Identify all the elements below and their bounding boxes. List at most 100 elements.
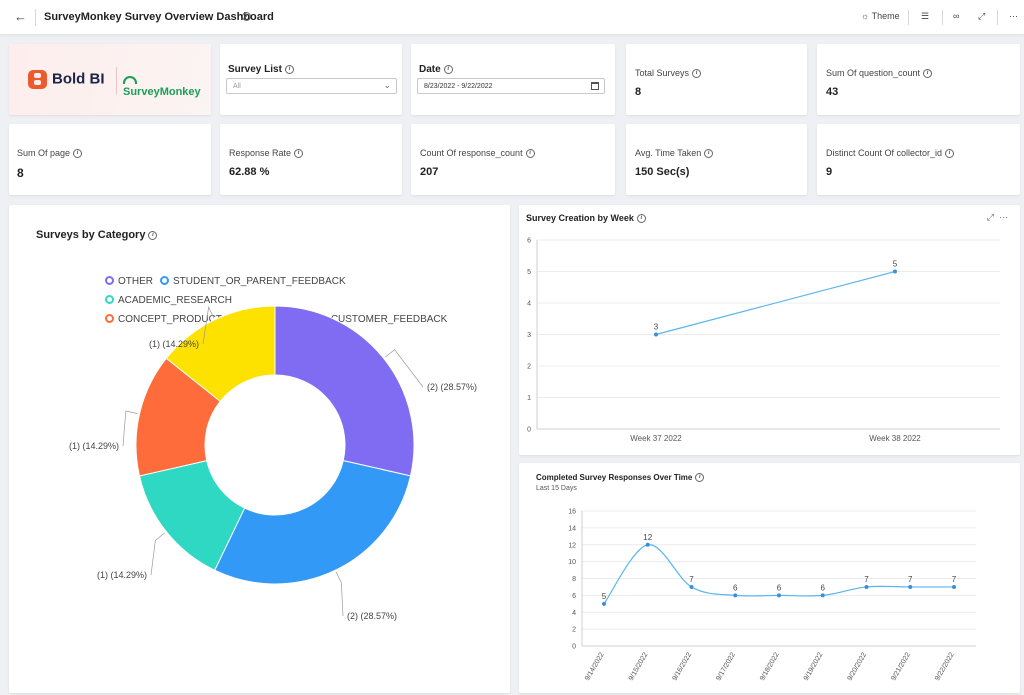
kpi-label-text: Count Of response_count	[420, 148, 523, 158]
data-label: 5	[602, 592, 607, 601]
surveymonkey-logo: SurveyMonkey	[123, 74, 211, 98]
y-tick-label: 4	[527, 301, 531, 308]
y-tick-label: 10	[568, 559, 576, 566]
top-bar: ← SurveyMonkey Survey Overview Dashboard…	[0, 0, 1024, 35]
filter-settings-icon[interactable]: ☰	[921, 11, 930, 21]
legend-item[interactable]: OTHER	[105, 272, 153, 291]
y-tick-label: 3	[527, 332, 531, 339]
chart-title: Completed Survey Responses Over Time i	[536, 473, 705, 483]
x-tick-label: 9/15/2022	[628, 651, 650, 682]
divider	[997, 10, 998, 25]
data-label: 12	[643, 533, 652, 542]
chevron-down-icon: ⌄	[383, 80, 391, 90]
date-range-picker[interactable]: 8/23/2022 - 9/22/2022	[417, 78, 605, 94]
survey-list-filter-label: Survey List i	[228, 64, 294, 75]
data-point	[733, 593, 738, 598]
kpi-sum-page: Sum Of page i 8	[9, 124, 211, 195]
x-tick-label: 9/22/2022	[934, 651, 956, 682]
y-tick-label: 0	[527, 427, 531, 434]
info-icon[interactable]: i	[945, 149, 955, 159]
more-options-icon[interactable]: ⋯	[1009, 11, 1018, 21]
chart-title: Survey Creation by Week i	[526, 213, 646, 224]
chart-title-text: Survey Creation by Week	[526, 213, 634, 223]
kpi-label: Total Surveys i	[635, 68, 702, 79]
legend-marker	[105, 276, 114, 285]
expand-icon[interactable]: ⤢	[986, 212, 994, 222]
info-icon[interactable]: i	[284, 64, 294, 74]
legend-marker	[160, 276, 169, 285]
date-range-value: 8/23/2022 - 9/22/2022	[424, 83, 493, 90]
info-icon[interactable]: i	[704, 149, 714, 159]
divider	[35, 9, 36, 26]
leader-line	[122, 410, 138, 447]
pie-slice	[214, 459, 412, 585]
kpi-label: Sum Of question_count i	[826, 68, 933, 79]
y-tick-label: 6	[527, 238, 531, 245]
y-tick-label: 14	[568, 525, 576, 532]
kpi-total-surveys: Total Surveys i 8	[626, 44, 807, 115]
data-label: (1) (14.29%)	[149, 339, 199, 349]
chart-title-text: Completed Survey Responses Over Time	[536, 473, 693, 482]
kpi-response-rate: Response Rate i 62.88 %	[220, 124, 402, 195]
legend-item[interactable]: ACADEMIC_RESEARCH	[105, 291, 232, 310]
x-tick-label: Week 38 2022	[869, 434, 921, 443]
info-icon[interactable]: i	[443, 64, 453, 74]
calendar-icon[interactable]	[591, 82, 599, 90]
info-icon[interactable]: i	[692, 69, 702, 79]
x-tick-label: 9/20/2022	[847, 651, 869, 682]
x-tick-label: 9/16/2022	[672, 651, 694, 682]
pie-slice	[165, 305, 276, 403]
survey-list-selected-value: All	[233, 83, 241, 90]
kpi-label-text: Sum Of page	[17, 148, 71, 158]
view-icon[interactable]: ∞	[953, 11, 960, 21]
kpi-value: 8	[635, 86, 642, 98]
data-label: (2) (28.57%)	[347, 611, 397, 621]
x-tick-label: 9/21/2022	[890, 651, 912, 682]
info-icon[interactable]: i	[695, 473, 705, 483]
kpi-avg-time-taken: Avg. Time Taken i 150 Sec(s)	[626, 124, 807, 195]
x-tick-label: 9/14/2022	[584, 651, 606, 682]
x-tick-label: 9/18/2022	[759, 651, 781, 682]
y-tick-label: 4	[572, 610, 576, 617]
kpi-value: 8	[17, 166, 24, 180]
legend-label: CUSTOMER_FEEDBACK	[330, 314, 448, 325]
x-tick-label: 9/17/2022	[715, 651, 737, 682]
survey-list-dropdown[interactable]: All ⌄	[226, 78, 397, 94]
info-icon[interactable]: i	[294, 149, 304, 159]
kpi-distinct-collector-id: Distinct Count Of collector_id i 9	[817, 124, 1020, 195]
kpi-label: Avg. Time Taken i	[635, 148, 714, 159]
info-icon[interactable]: i	[73, 149, 83, 159]
sun-icon: ☼	[861, 11, 870, 21]
kpi-value: 9	[826, 166, 833, 178]
kpi-value: 62.88 %	[229, 166, 270, 178]
info-icon[interactable]: i	[525, 149, 535, 159]
surveys-by-category-card: Surveys by Category i OTHER STUDENT_OR_PAR…	[9, 205, 510, 693]
back-arrow-icon[interactable]: ←	[14, 9, 27, 24]
chart-subtitle: Last 15 Days	[536, 485, 577, 492]
y-tick-label: 12	[568, 542, 576, 549]
donut-chart: (2) (28.57%) (2) (28.57%) (1) (14.29%) (1) …	[69, 305, 477, 621]
x-tick-label: 9/19/2022	[803, 651, 825, 682]
date-filter-label: Date i	[419, 64, 453, 75]
legend-label: OTHER	[118, 276, 153, 287]
data-point	[645, 542, 650, 547]
logo-card: Bold BI SurveyMonkey	[9, 44, 211, 115]
divider	[116, 67, 117, 95]
boldbi-logo-icon	[28, 70, 47, 89]
theme-button[interactable]: ☼ Theme	[861, 11, 900, 21]
kpi-value: 207	[420, 166, 439, 178]
survey-list-filter-card: Survey List i All ⌄	[220, 44, 402, 115]
y-tick-label: 0	[572, 644, 576, 651]
leader-line	[202, 305, 215, 345]
date-filter-card: Date i 8/23/2022 - 9/22/2022	[411, 44, 615, 115]
info-icon[interactable]: i	[148, 230, 158, 240]
line-chart: 0 1 2 3 4 5 6 3 5 Week 37 2022 Week 38 2022	[527, 238, 1000, 443]
info-icon[interactable]: i	[242, 12, 251, 21]
more-options-icon[interactable]: ⋯	[998, 212, 1008, 222]
legend-item[interactable]: STUDENT_OR_PARENT_FEEDBACK	[160, 272, 346, 291]
info-icon[interactable]: i	[923, 69, 933, 79]
data-label: 7	[689, 575, 694, 584]
info-icon[interactable]: i	[636, 214, 646, 224]
fullscreen-icon[interactable]: ⤢	[978, 11, 986, 21]
legend-marker	[105, 314, 114, 323]
